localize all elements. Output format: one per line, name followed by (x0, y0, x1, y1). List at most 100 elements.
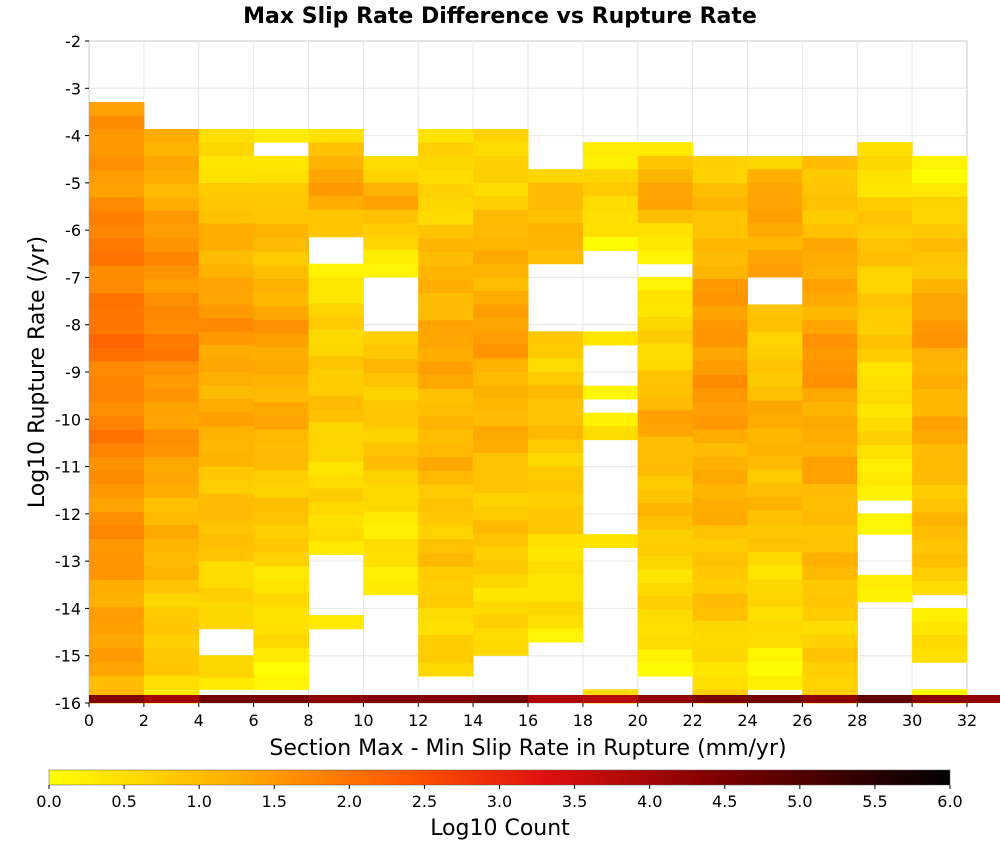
heatmap-cell (802, 292, 858, 307)
heatmap-cell (747, 648, 803, 663)
heatmap-cell (473, 412, 529, 427)
heatmap-cell (692, 292, 748, 307)
heatmap-cell (89, 484, 145, 499)
heatmap-cell (857, 197, 913, 212)
heatmap-cell (912, 306, 968, 321)
bottom-row-cell (582, 695, 639, 703)
heatmap-cell (747, 223, 803, 238)
heatmap-cell (747, 182, 803, 197)
heatmap-cell (418, 498, 474, 513)
heatmap-cell (143, 333, 200, 349)
heatmap-cell (198, 520, 255, 535)
heatmap-cell (912, 471, 968, 486)
heatmap-cell (143, 402, 200, 417)
heatmap-cell (143, 388, 200, 403)
heatmap-cell (528, 601, 584, 616)
heatmap-cell (473, 317, 529, 332)
heatmap-cell (637, 503, 694, 517)
heatmap-cell (473, 371, 529, 386)
heatmap-cell (418, 635, 474, 650)
heatmap-cell (857, 266, 913, 281)
heatmap-cell (418, 457, 474, 472)
colorbar-tick-label: 0.5 (111, 792, 136, 811)
heatmap-cell (857, 211, 913, 226)
heatmap-cell (857, 321, 913, 336)
heatmap-cell (528, 493, 584, 508)
heatmap-cell (89, 156, 145, 171)
heatmap-cell (528, 520, 584, 535)
heatmap-cell (857, 445, 913, 460)
colorbar-ticks: 0.0 0.5 1.0 1.5 2.0 2.5 3.0 3.5 4.0 4.5 5.0 5.5 6.0 (36, 785, 963, 811)
heatmap-cell (418, 388, 474, 403)
heatmap-cell (747, 661, 803, 677)
heatmap-cell (89, 443, 145, 458)
heatmap-cell (747, 524, 803, 539)
heatmap-cell (692, 552, 748, 567)
heatmap-cell (253, 470, 309, 485)
heatmap-cell (363, 169, 419, 184)
bottom-row-cell (637, 695, 694, 703)
heatmap-cell (473, 155, 529, 170)
heatmap-cell (253, 333, 309, 348)
heatmap-cell (912, 430, 968, 445)
x-tick-label: 6 (249, 711, 259, 730)
x-tick-label: 16 (518, 711, 538, 730)
heatmap-cell (143, 497, 200, 513)
bottom-row-cell (308, 695, 364, 703)
heatmap-cell (528, 236, 584, 251)
heatmap-cell (143, 251, 200, 267)
heatmap-cell (89, 621, 145, 636)
heatmap-cell (637, 662, 694, 677)
heatmap-cell (528, 425, 584, 440)
heatmap-cell (418, 142, 474, 157)
heatmap-cell (802, 333, 858, 348)
heatmap-cell (473, 169, 529, 184)
heatmap-cell (418, 183, 474, 198)
heatmap-cell (89, 224, 145, 240)
bottom-row-cell (912, 695, 968, 703)
heatmap-cell (692, 634, 748, 649)
colorbar-tick-label: 5.5 (862, 792, 887, 811)
heatmap-cell (89, 552, 145, 567)
heatmap-cell (89, 539, 145, 554)
heatmap-cell (473, 250, 529, 265)
heatmap-cell (253, 443, 309, 458)
bottom-row-cell (692, 695, 748, 703)
heatmap-cell (363, 553, 419, 568)
heatmap-cell (418, 320, 474, 335)
heatmap-cell (582, 142, 639, 157)
heatmap-cell (308, 169, 364, 184)
heatmap-cell (143, 292, 200, 308)
heatmap-cell (253, 675, 309, 690)
heatmap-cell (802, 347, 858, 362)
heatmap-cell (89, 470, 145, 485)
y-axis-label: Log10 Rupture Rate (/yr) (25, 236, 50, 508)
heatmap-cell (857, 224, 913, 240)
heatmap-cell (692, 155, 748, 171)
heatmap-cell (637, 356, 694, 371)
heatmap-cell (418, 238, 474, 253)
heatmap-cell (637, 276, 694, 291)
heatmap-cell (89, 101, 145, 117)
heatmap-cell (473, 196, 529, 211)
heatmap-cell (857, 376, 913, 391)
heatmap-cell (143, 361, 200, 376)
heatmap-cell (143, 484, 200, 499)
heatmap-cell (802, 224, 858, 239)
x-tick-label: 26 (792, 711, 812, 730)
heatmap-cell (637, 303, 694, 318)
heatmap-cell (418, 128, 474, 144)
colorbar-tick-label: 5.0 (787, 792, 812, 811)
heatmap-cell (912, 238, 968, 253)
heatmap-cell (802, 579, 858, 595)
heatmap-cell (692, 675, 748, 690)
heatmap-cell (912, 402, 968, 417)
heatmap-cell (857, 513, 913, 525)
colorbar-tick-label: 3.5 (562, 792, 587, 811)
heatmap-cell (473, 331, 529, 346)
heatmap-cell (692, 484, 748, 499)
heatmap-cell (363, 196, 419, 211)
colorbar-tick-label: 1.0 (186, 792, 211, 811)
heatmap-cell (912, 512, 968, 527)
heatmap-cell (473, 358, 529, 373)
